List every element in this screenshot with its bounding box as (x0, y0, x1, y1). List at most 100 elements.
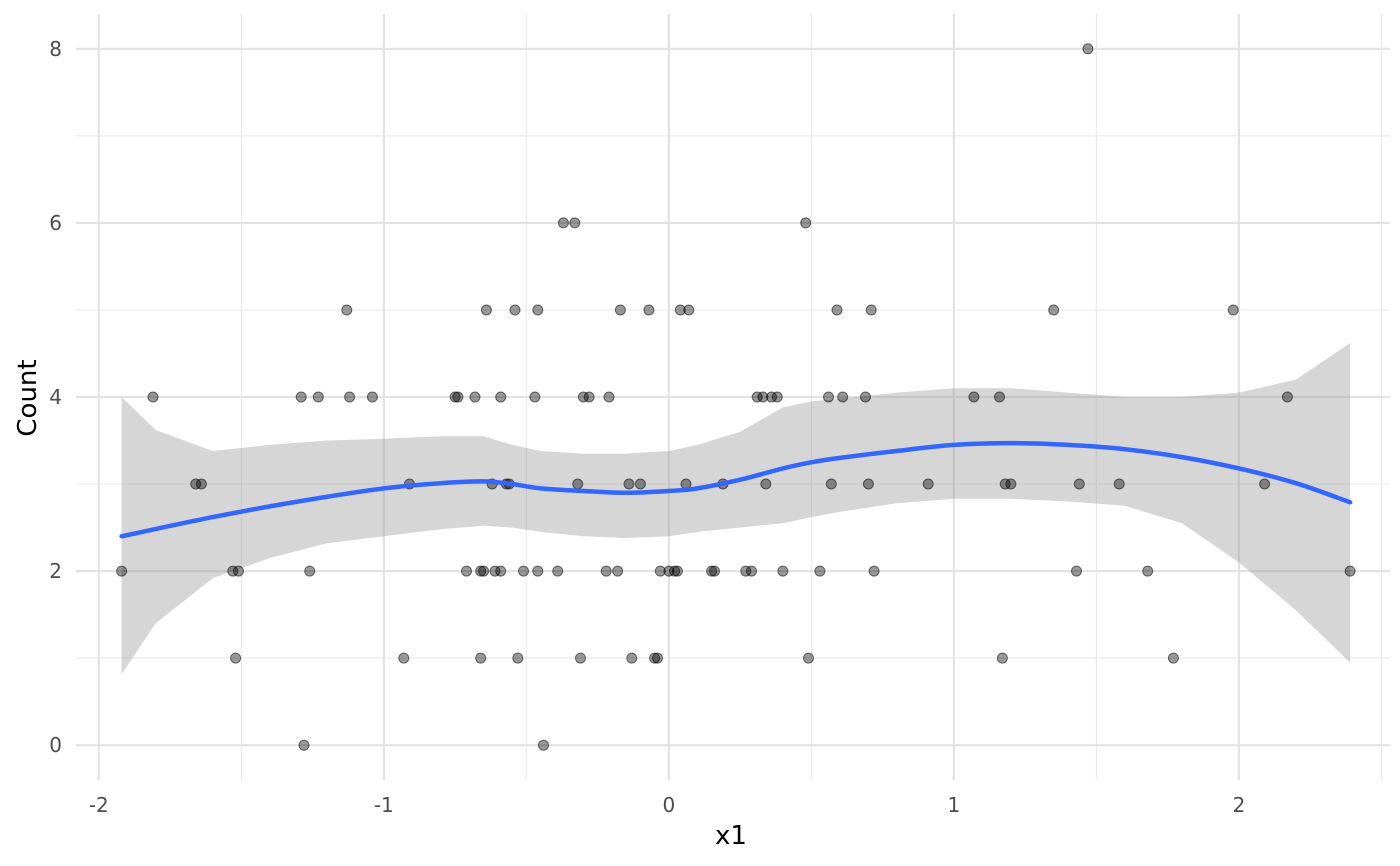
data-point (709, 565, 720, 577)
data-point (569, 217, 581, 229)
data-point (603, 391, 615, 403)
data-point (295, 391, 307, 403)
data-point (227, 565, 239, 577)
data-point (398, 652, 410, 664)
x-tick-label: -2 (89, 793, 109, 817)
y-tick-label: 0 (49, 733, 62, 757)
y-axis-title: Count (13, 359, 43, 436)
smooth-line-group (119, 440, 1353, 539)
data-point (652, 652, 663, 664)
y-tick-label: 6 (49, 211, 62, 235)
data-point (480, 304, 492, 316)
data-points (116, 43, 1356, 751)
data-point (1005, 478, 1017, 490)
y-tick-label: 8 (49, 37, 62, 61)
data-point (634, 478, 646, 490)
data-point (509, 304, 521, 316)
data-point (612, 565, 624, 577)
data-point (771, 391, 783, 403)
data-point (868, 565, 880, 577)
x-tick-labels: -2 -1 0 1 2 (89, 793, 1245, 817)
data-point (495, 391, 507, 403)
data-point (626, 652, 638, 664)
y-tick-labels: 0 2 4 6 8 (49, 37, 62, 757)
data-point (800, 217, 812, 229)
data-point (996, 652, 1008, 664)
major-gridlines (76, 14, 1390, 780)
data-point (663, 565, 675, 577)
data-point (495, 565, 507, 577)
data-point (532, 565, 544, 577)
x-axis-title: x1 (715, 821, 747, 851)
data-point (298, 739, 310, 751)
data-point (766, 391, 777, 403)
confidence-band (121, 343, 1351, 674)
data-point (669, 565, 681, 577)
x-tick-label: -1 (374, 793, 394, 817)
data-point (538, 739, 549, 751)
data-point (190, 478, 202, 490)
data-point (572, 478, 584, 490)
data-point (674, 304, 686, 316)
data-point (862, 478, 874, 490)
data-point (746, 565, 757, 577)
data-point (341, 304, 353, 316)
data-point (865, 304, 877, 316)
data-point (600, 565, 612, 577)
data-point (760, 478, 772, 490)
data-point (366, 391, 378, 403)
data-point (1142, 565, 1154, 577)
data-point (1344, 565, 1356, 577)
x-tick-label: 1 (948, 793, 961, 817)
data-point (489, 565, 501, 577)
data-point (643, 304, 655, 316)
data-point (757, 391, 769, 403)
data-point (195, 478, 207, 490)
data-point (449, 391, 461, 403)
data-point (475, 565, 487, 577)
data-point (825, 478, 837, 490)
data-point (1073, 478, 1085, 490)
data-point (529, 391, 541, 403)
data-point (116, 565, 128, 577)
y-tick-label: 4 (49, 385, 62, 409)
data-point (860, 391, 871, 403)
data-point (922, 478, 934, 490)
data-point (552, 565, 564, 577)
data-point (777, 565, 789, 577)
confidence-band-group (121, 343, 1351, 674)
data-point (1071, 565, 1082, 577)
data-point (233, 565, 244, 577)
data-point (518, 565, 529, 577)
data-point (751, 391, 763, 403)
data-point (557, 217, 569, 229)
data-point (1113, 478, 1125, 490)
data-point (649, 652, 661, 664)
data-point (814, 565, 826, 577)
data-point (683, 304, 695, 316)
data-point (575, 652, 586, 664)
data-point (623, 478, 635, 490)
data-point (230, 652, 242, 664)
data-point (823, 391, 834, 403)
data-point (831, 304, 843, 316)
data-point (1167, 652, 1179, 664)
data-point (1048, 304, 1060, 316)
data-point (740, 565, 752, 577)
data-point (803, 652, 814, 664)
y-tick-label: 2 (49, 559, 62, 583)
data-point (968, 391, 980, 403)
data-point (671, 565, 683, 577)
data-point (532, 304, 544, 316)
data-point (654, 565, 666, 577)
data-point (1082, 43, 1094, 55)
data-point (147, 391, 159, 403)
data-point (614, 304, 626, 316)
data-point (469, 391, 481, 403)
data-point (583, 391, 595, 403)
data-point (475, 652, 487, 664)
data-point (478, 565, 490, 577)
data-point (994, 391, 1005, 403)
data-point (512, 652, 524, 664)
